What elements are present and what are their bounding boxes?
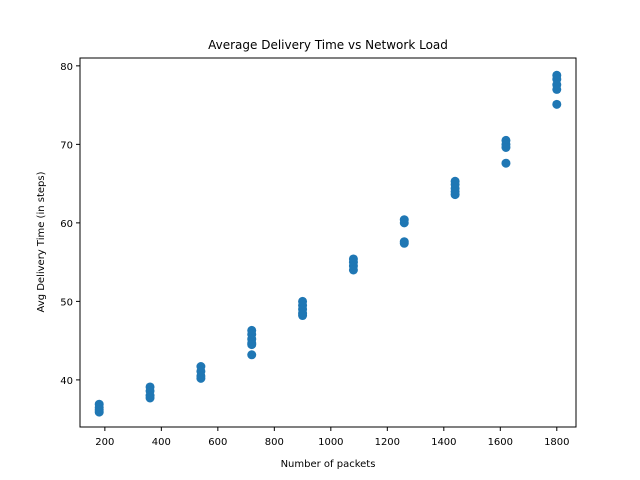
y-tick-label: 40 [60,376,73,387]
x-tick-label: 200 [95,437,114,448]
data-point [145,393,155,403]
plot-frame [79,57,577,428]
data-point [552,99,562,109]
y-tick-label: 70 [60,140,73,151]
data-point [196,373,206,383]
y-tick-label: 80 [60,62,73,73]
data-point [399,218,409,228]
data-point [247,340,257,350]
data-point [501,158,511,168]
data-points [94,70,562,417]
data-point [298,311,308,321]
x-tick-label: 1800 [544,437,569,448]
data-point [348,265,358,275]
x-tick-label: 400 [152,437,171,448]
x-tick-label: 1600 [488,437,513,448]
data-point [247,350,257,360]
x-tick-label: 1000 [318,437,343,448]
x-axis-label: Number of packets [281,459,376,470]
x-tick-label: 1200 [375,437,400,448]
data-point [552,84,562,94]
data-point [450,190,460,200]
x-tick-label: 600 [208,437,227,448]
x-tick-label: 1400 [431,437,456,448]
y-tick-label: 50 [60,297,73,308]
x-axis: 200 400 600 800 1000 1200 1400 1600 1800 [95,427,570,448]
data-point [94,407,104,417]
data-point [399,238,409,248]
chart-title: Average Delivery Time vs Network Load [208,38,448,52]
y-axis: 40 50 60 70 80 [60,62,80,387]
data-point [501,143,511,153]
x-tick-label: 800 [265,437,284,448]
y-axis-label: Avg Delivery Time (in steps) [36,171,47,312]
y-tick-label: 60 [60,219,73,230]
